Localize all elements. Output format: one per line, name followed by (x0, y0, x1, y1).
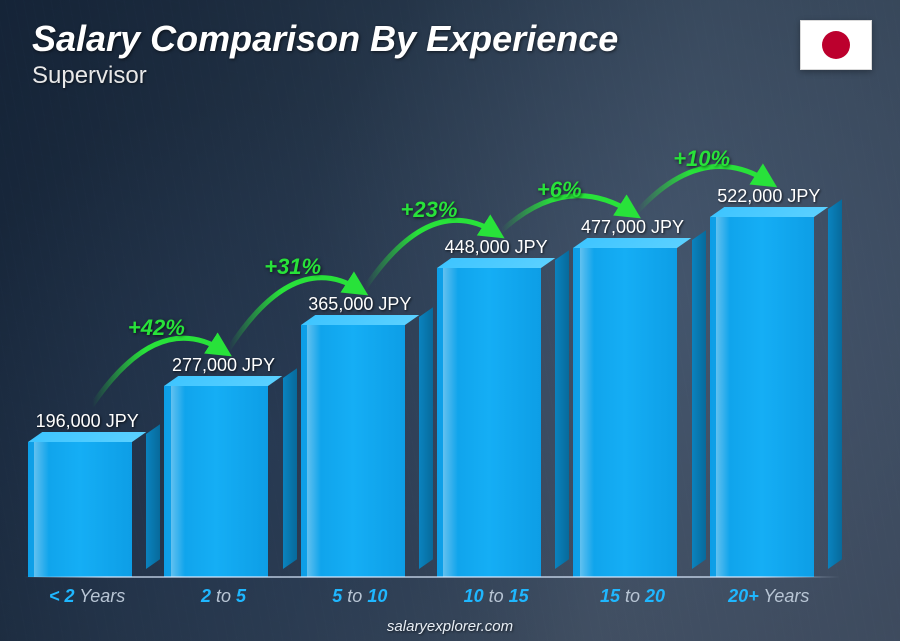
bar-column: 522,000 JPY (710, 186, 828, 577)
bar-shine (716, 217, 731, 577)
bar-side-face (692, 230, 706, 569)
bar-front-face (28, 442, 132, 577)
bar-value-label: 448,000 JPY (445, 237, 548, 258)
bar-value-label: 277,000 JPY (172, 355, 275, 376)
bar-side-face (283, 368, 297, 569)
bar-column: 365,000 JPY (301, 294, 419, 577)
header: Salary Comparison By Experience Supervis… (32, 18, 868, 90)
bar (28, 442, 146, 577)
x-axis-label: 20+ Years (710, 586, 828, 607)
bar-shine (34, 442, 49, 577)
bar-top-face (28, 432, 146, 442)
bar-value-label: 477,000 JPY (581, 217, 684, 238)
bar (301, 325, 419, 577)
flag-circle-icon (822, 31, 850, 59)
bar (573, 248, 691, 577)
x-axis-label: < 2 Years (28, 586, 146, 607)
growth-pct-label: +31% (264, 254, 321, 280)
chart-subtitle: Supervisor (32, 62, 868, 90)
x-axis-label: 10 to 15 (437, 586, 555, 607)
bar-shine (171, 386, 186, 577)
bar-side-face (555, 250, 569, 569)
x-axis-label: 5 to 10 (301, 586, 419, 607)
bar-front-face (573, 248, 677, 577)
x-axis: < 2 Years 2 to 5 5 to 10 10 to 15 15 to 20 20… (28, 586, 828, 607)
bar-side-face (419, 307, 433, 569)
bar-front-face (710, 217, 814, 577)
bar-side-face (146, 424, 160, 569)
bar-top-face (164, 376, 282, 386)
bar (164, 386, 282, 577)
bar-top-face (573, 238, 691, 248)
bar-front-face (164, 386, 268, 577)
bar-column: 277,000 JPY (164, 355, 282, 577)
bar-front-face (437, 268, 541, 577)
x-axis-label: 15 to 20 (573, 586, 691, 607)
bar (710, 217, 828, 577)
bar-chart: 196,000 JPY 277,000 JPY 365,000 JPY 448,000… (28, 115, 828, 577)
bar-value-label: 365,000 JPY (308, 294, 411, 315)
bar-side-face (828, 199, 842, 569)
growth-pct-label: +6% (537, 177, 582, 203)
bar-top-face (437, 258, 555, 268)
bar-column: 448,000 JPY (437, 237, 555, 577)
bar-top-face (710, 207, 828, 217)
bar-column: 196,000 JPY (28, 411, 146, 577)
bar-shine (443, 268, 458, 577)
bar-front-face (301, 325, 405, 577)
chart-title: Salary Comparison By Experience (32, 18, 868, 60)
country-flag-japan (800, 20, 872, 70)
chart-baseline (24, 576, 840, 578)
growth-pct-label: +23% (401, 197, 458, 223)
x-axis-label: 2 to 5 (164, 586, 282, 607)
bar-column: 477,000 JPY (573, 217, 691, 577)
bar-top-face (301, 315, 419, 325)
bar (437, 268, 555, 577)
growth-pct-label: +42% (128, 315, 185, 341)
growth-pct-label: +10% (673, 146, 730, 172)
bar-shine (307, 325, 322, 577)
bar-value-label: 522,000 JPY (717, 186, 820, 207)
footer-credit: salaryexplorer.com (0, 618, 900, 635)
bar-value-label: 196,000 JPY (36, 411, 139, 432)
bar-shine (580, 248, 595, 577)
